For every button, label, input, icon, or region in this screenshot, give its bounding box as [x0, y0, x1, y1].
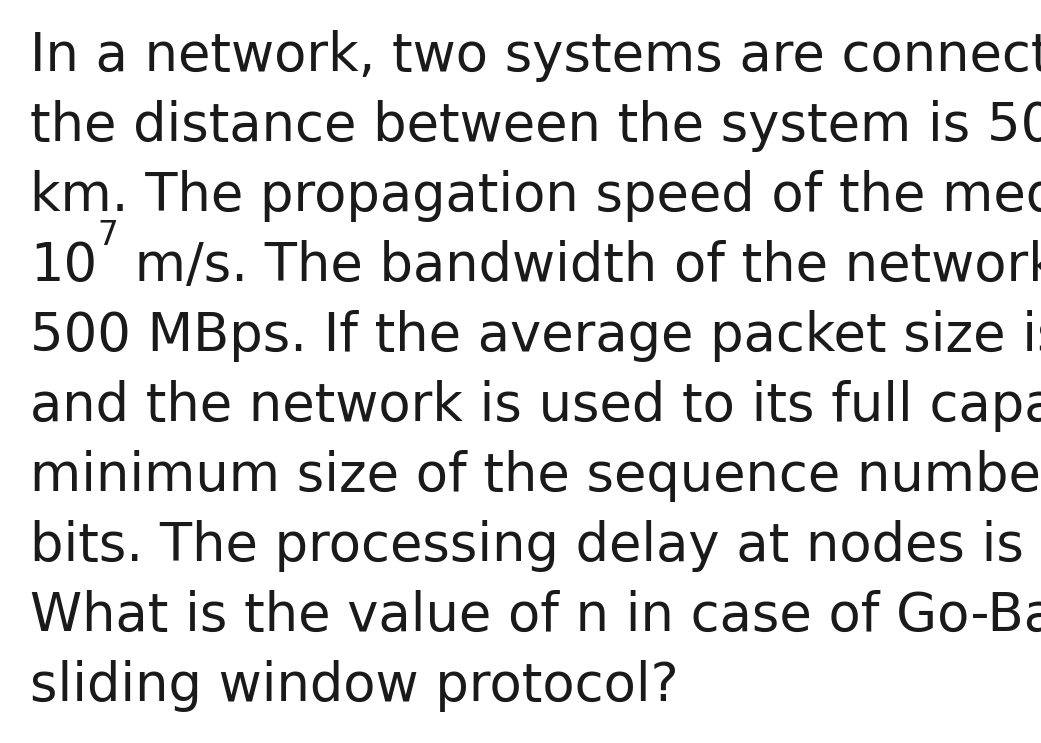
Text: minimum size of the sequence number field is n: minimum size of the sequence number fiel…	[30, 450, 1041, 502]
Text: the distance between the system is 5000: the distance between the system is 5000	[30, 100, 1041, 152]
Text: bits. The processing delay at nodes is 0 ms.: bits. The processing delay at nodes is 0…	[30, 520, 1041, 572]
Text: m/s. The bandwidth of the network is: m/s. The bandwidth of the network is	[118, 240, 1041, 292]
Text: In a network, two systems are connected and: In a network, two systems are connected …	[30, 30, 1041, 82]
Text: What is the value of n in case of Go-Back-N: What is the value of n in case of Go-Bac…	[30, 590, 1041, 642]
Text: 10: 10	[30, 240, 97, 292]
Text: 7: 7	[97, 219, 118, 252]
Text: km. The propagation speed of the medium is 2 ×: km. The propagation speed of the medium …	[30, 170, 1041, 222]
Text: 500 MBps. If the average packet size is 10: 500 MBps. If the average packet size is …	[30, 310, 1041, 362]
Text: sliding window protocol?: sliding window protocol?	[30, 660, 679, 712]
Text: and the network is used to its full capacity. The: and the network is used to its full capa…	[30, 380, 1041, 432]
